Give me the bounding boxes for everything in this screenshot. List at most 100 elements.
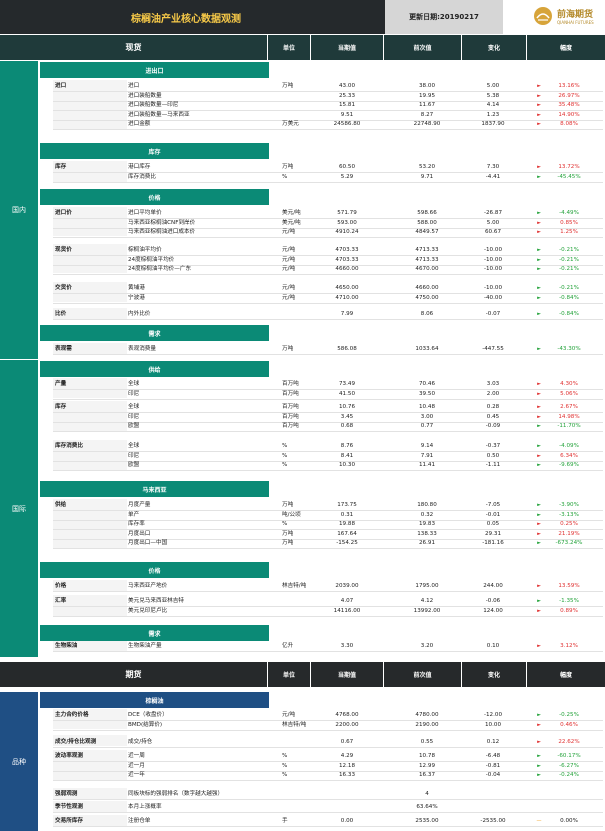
row-change-value: 1.23: [486, 111, 500, 118]
row-previous-value: 7.91: [420, 452, 434, 459]
row-category: 库存消费比: [55, 443, 83, 449]
row-change-value: 29.31: [484, 530, 501, 537]
flag-down-icon: ►: [537, 423, 541, 429]
row-divider: [53, 100, 603, 102]
row-divider: [53, 398, 603, 400]
row-previous-value: 8.27: [420, 111, 434, 118]
flag-up-icon: ►: [537, 404, 541, 410]
table-row: 马来西亚棕榈油进口成本价 元/吨 4910.24 4849.57 60.67 ► 1.25%: [0, 228, 605, 238]
row-divider: [53, 274, 603, 275]
row-unit: 万吨: [282, 540, 294, 546]
table-row: 波动率观测 近一周% 4.29 10.78 -6.48 ► -60.17%: [0, 752, 605, 762]
row-change-value: -0.81: [485, 762, 501, 769]
row-divider: [53, 591, 603, 592]
row-current-value: 3.45: [340, 413, 354, 420]
row-name: 印尼: [128, 413, 140, 420]
row-current-value: 10.76: [338, 404, 355, 410]
table-row: 印尼 百万吨 3.45 3.00 0.45 ► 14.98%: [0, 413, 605, 423]
row-name: 24度棕榈油平均价: [128, 256, 175, 263]
row-current-value: 8.76: [340, 443, 354, 449]
row-divider: [53, 421, 603, 423]
row-previous-value: 0.55: [420, 738, 434, 745]
flag-up-icon: ►: [537, 530, 541, 537]
row-amplitude: 14.90%: [558, 111, 580, 118]
row-name: 库存消费比: [128, 173, 156, 180]
row-divider: [53, 389, 603, 390]
row-previous-value: 4713.33: [415, 256, 439, 263]
row-amplitude: 4.30%: [560, 381, 578, 387]
row-unit: 元/吨: [282, 712, 296, 718]
row-amplitude: 0.00%: [560, 818, 578, 824]
row-previous-value: 8.06: [420, 311, 434, 317]
row-divider: [53, 227, 603, 229]
row-current-value: 9.51: [340, 111, 354, 118]
row-amplitude: 1.25%: [560, 229, 578, 235]
row-current-value: 16.33: [338, 772, 355, 778]
row-change-value: 0.10: [486, 643, 500, 649]
row-name: 成交/持仓: [128, 738, 153, 745]
row-change-value: -10.00: [483, 266, 503, 272]
row-unit: 万吨: [282, 530, 294, 537]
flag-up-icon: ►: [537, 738, 541, 745]
row-name: 马来西亚产地价: [128, 583, 168, 589]
row-change-value: -40.00: [483, 294, 503, 301]
row-name: 同板块标的强弱排名（数字越大越强）: [128, 791, 224, 797]
row-current-value: 14116.00: [333, 607, 361, 614]
row-change-value: -0.07: [485, 311, 501, 317]
col-amplitude-2: 幅度: [527, 662, 605, 687]
row-divider: [53, 538, 603, 540]
row-name: 马来西亚棕榈油CNF到岸价: [128, 219, 196, 226]
row-previous-value: 0.32: [420, 511, 434, 518]
row-current-value: 586.08: [337, 346, 357, 352]
logo-text-en: QIANHAI FUTURES: [557, 20, 594, 25]
section-import-export: 进出口: [40, 62, 269, 78]
row-previous-value: 53.20: [418, 164, 435, 170]
table-row: 进口金额 万美元 24586.80 22748.90 1837.90 ► 8.08%: [0, 120, 605, 130]
row-current-value: 25.33: [338, 92, 355, 99]
row-change-value: 124.00: [483, 607, 503, 614]
row-previous-value: 3.00: [420, 413, 434, 420]
row-divider: [53, 761, 603, 762]
row-amplitude: -4.49%: [559, 210, 579, 216]
row-previous-value: 4660.00: [415, 285, 439, 291]
section-stock: 库存: [40, 143, 269, 159]
section-price-2: 价格: [40, 562, 269, 578]
row-change-value: 5.38: [486, 92, 500, 99]
row-unit: %: [282, 443, 288, 449]
row-unit: 林吉特/吨: [282, 721, 307, 728]
flag-up-icon: ►: [537, 607, 541, 614]
row-unit: 吨/公顷: [282, 511, 301, 518]
row-unit: 美元/吨: [282, 219, 301, 226]
row-change-value: 7.30: [486, 164, 500, 170]
table-row: 库存 港口库存 万吨 60.50 53.20 7.30 ► 13.72%: [0, 163, 605, 173]
row-amplitude: -6.27%: [559, 762, 579, 769]
row-amplitude: 0.89%: [560, 607, 578, 614]
table-row: 库存 全球 百万吨 10.76 10.48 0.28 ► 2.67%: [0, 403, 605, 413]
row-previous-value: 9.14: [420, 443, 434, 449]
row-amplitude: -0.84%: [559, 294, 579, 301]
row-previous-value: 598.66: [417, 210, 437, 216]
row-unit: 元/吨: [282, 247, 296, 253]
col-amplitude: 幅度: [527, 35, 605, 60]
table-row: 交易所库存 注册仓单 手 0.00 2535.00 -2535.00 — 0.00%: [0, 817, 605, 827]
row-amplitude: -11.70%: [557, 423, 581, 429]
row-unit: %: [282, 521, 288, 527]
row-previous-value: 11.41: [418, 462, 435, 468]
row-change-value: 2.00: [486, 390, 500, 397]
col-current-2: 当期值: [311, 662, 383, 687]
row-amplitude: [544, 790, 594, 799]
col-unit: 单位: [268, 35, 310, 60]
row-previous-value: 3.20: [420, 643, 434, 649]
row-name: 欧盟: [128, 462, 140, 468]
row-name: 进口装船数量: [128, 92, 162, 99]
row-amplitude: -1.35%: [559, 598, 579, 604]
row-divider: [53, 293, 603, 294]
row-divider: [53, 237, 603, 238]
row-divider: [53, 172, 603, 173]
table-row: 库存率% 19.88 19.83 0.05 ► 0.25%: [0, 520, 605, 530]
row-divider: [53, 319, 603, 320]
row-previous-value: 4: [425, 791, 429, 797]
row-current-value: 0.31: [340, 511, 354, 518]
row-current-value: [318, 803, 376, 812]
row-category: 交货价: [55, 285, 72, 291]
